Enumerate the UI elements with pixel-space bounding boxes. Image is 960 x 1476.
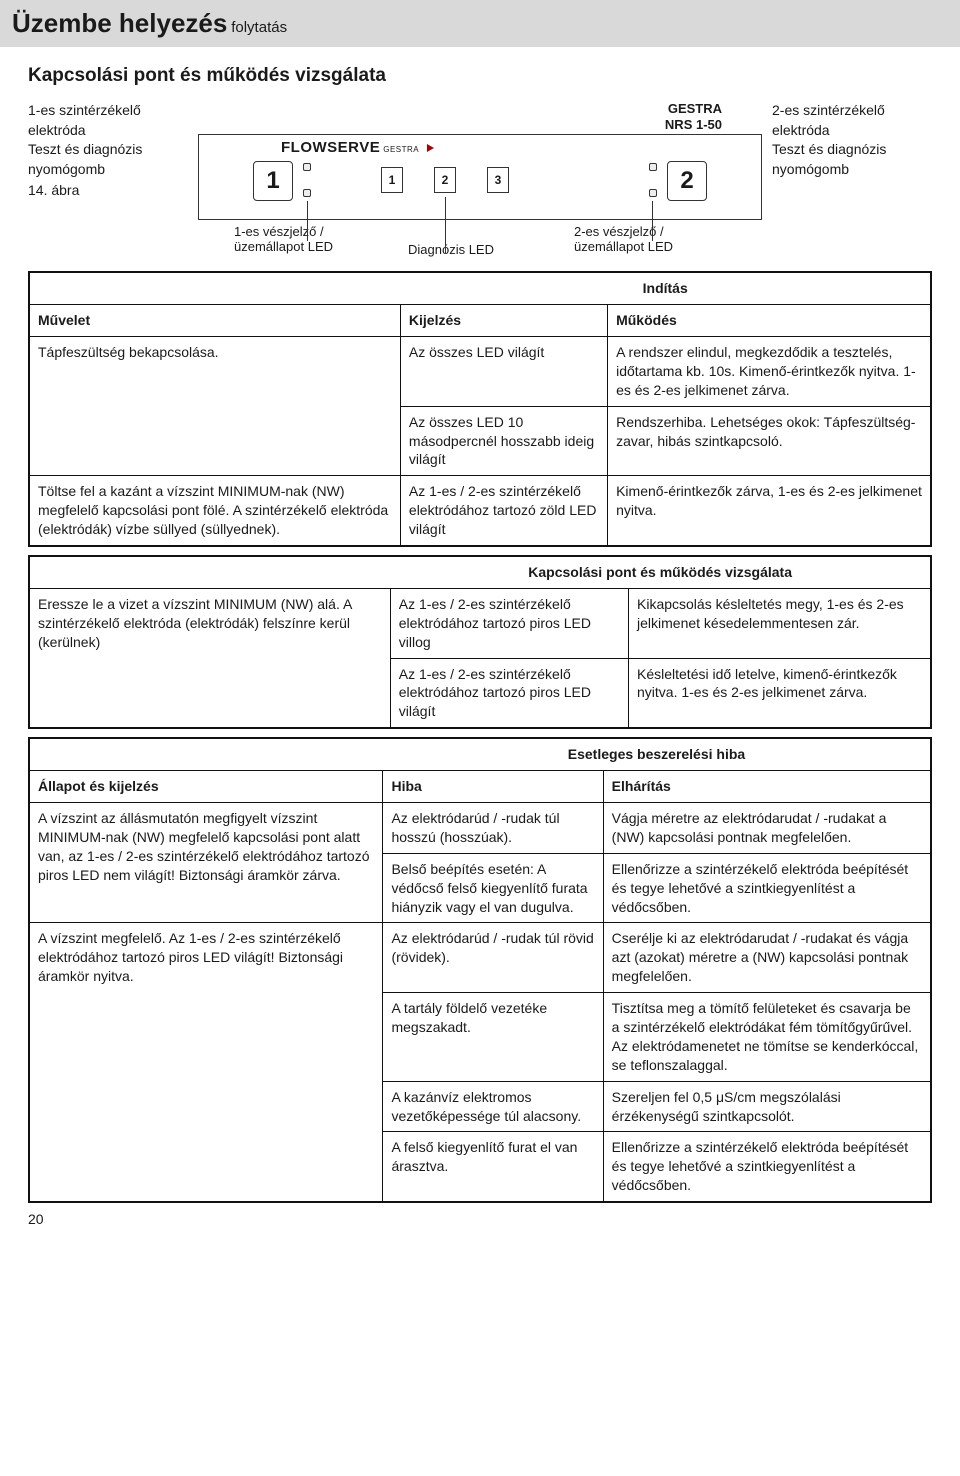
table-cell: A felső kiegyenlítő furat el van árasztv… <box>383 1132 603 1202</box>
page-subtitle: folytatás <box>231 19 287 36</box>
page-header: Üzembe helyezés folytatás <box>0 0 960 47</box>
section-heading: Kapcsolási pont és működés vizsgálata <box>28 65 932 87</box>
right-note-line1: 2-es szintérzékelő elektróda <box>772 101 932 140</box>
gestra-brand: GESTRA <box>668 101 722 116</box>
numbox-3: 3 <box>487 167 509 193</box>
table-cell: A kazánvíz elektromos vezetőképessége tú… <box>383 1081 603 1132</box>
table-cell: Rendszerhiba. Lehetséges okok: Tápfeszül… <box>608 406 931 476</box>
table3-h1: Állapot és kijelzés <box>29 771 383 803</box>
diagram-row: 1-es szintérzékelő elektróda Teszt és di… <box>28 101 932 257</box>
annot-left: 1-es vészjelző / üzemállapot LED <box>234 224 364 257</box>
table-cell: Az összes LED világít <box>400 336 607 406</box>
flowserve-sub: GESTRA <box>383 145 419 154</box>
table-cell: Az összes LED 10 másodpercnél hosszabb i… <box>400 406 607 476</box>
diagram-left-note: 1-es szintérzékelő elektróda Teszt és di… <box>28 101 188 201</box>
table1-h3: Működés <box>608 305 931 337</box>
table-cell: Az 1-es / 2-es szintérzékelő elektródáho… <box>400 476 607 546</box>
gestra-model: NRS 1-50 <box>665 117 722 132</box>
numbox-2: 2 <box>434 167 456 193</box>
table-cell: A tartály földelő vezetéke megszakadt. <box>383 993 603 1082</box>
table1-span: Indítás <box>400 272 931 304</box>
figure-label: 14. ábra <box>28 181 188 201</box>
annot-right: 2-es vészjelző / üzemállapot LED <box>574 224 714 257</box>
leader-line <box>445 197 446 253</box>
numbox-1: 1 <box>381 167 403 193</box>
led-icon <box>649 189 657 197</box>
table1-h2: Kijelzés <box>400 305 607 337</box>
table-cell: Az elektródarúd / -rudak túl hosszú (hos… <box>383 803 603 854</box>
table-cell: Kikapcsolás késleltetés megy, 1-es és 2-… <box>629 588 932 658</box>
table-cell: Kimenő-érintkezők zárva, 1-es és 2-es je… <box>608 476 931 546</box>
led-icon <box>303 163 311 171</box>
table-cell: Töltse fel a kazánt a vízszint MINIMUM-n… <box>29 476 400 546</box>
table-cell: Késleltetési idő letelve, kimenő-érintke… <box>629 658 932 728</box>
table-cell: Az elektródarúd / -rudak túl rövid (rövi… <box>383 923 603 993</box>
table3-span: Esetleges beszerelési hiba <box>383 738 931 770</box>
table-faults: Esetleges beszerelési hiba Állapot és ki… <box>28 737 932 1203</box>
left-note-line1: 1-es szintérzékelő elektróda <box>28 101 188 140</box>
button-2: 2 <box>667 161 707 201</box>
table-cell: Az 1-es / 2-es szintérzékelő elektródáho… <box>390 588 628 658</box>
left-note-line2: Teszt és diagnózis nyomógomb <box>28 140 188 179</box>
table-startup: Indítás Művelet Kijelzés Működés Tápfesz… <box>28 271 932 547</box>
table-check: Kapcsolási pont és működés vizsgálata Er… <box>28 555 932 729</box>
table-cell: Tisztítsa meg a tömítő felületeket és cs… <box>603 993 931 1082</box>
table-cell: Az 1-es / 2-es szintérzékelő elektródáho… <box>390 658 628 728</box>
flowserve-text: FLOWSERVE <box>281 139 380 156</box>
page-number: 20 <box>28 1211 932 1227</box>
button-1: 1 <box>253 161 293 201</box>
diagram-right-note: 2-es szintérzékelő elektróda Teszt és di… <box>772 101 932 179</box>
table-cell: Tápfeszültség bekapcsolása. <box>29 336 400 475</box>
table-cell: A vízszint megfelelő. Az 1-es / 2-es szi… <box>29 923 383 1202</box>
table-cell: Szereljen fel 0,5 μS/cm megszólalási érz… <box>603 1081 931 1132</box>
table-cell: A vízszint az állásmutatón megfigyelt ví… <box>29 803 383 923</box>
table-cell: A rendszer elindul, megkezdődik a teszte… <box>608 336 931 406</box>
leader-line <box>307 201 308 241</box>
table1-h1: Művelet <box>29 305 400 337</box>
table2-span: Kapcsolási pont és működés vizsgálata <box>390 556 931 588</box>
table-cell: Belső beépítés esetén: A védőcső felső k… <box>383 853 603 923</box>
right-note-line2: Teszt és diagnózis nyomógomb <box>772 140 932 179</box>
table-cell: Vágja méretre az elektródarudat / -rudak… <box>603 803 931 854</box>
table-cell: Ellenőrizze a szintérzékelő elektróda be… <box>603 853 931 923</box>
table-cell: Cserélje ki az elektródarudat / -rudakat… <box>603 923 931 993</box>
page-title: Üzembe helyezés <box>12 8 227 38</box>
table-cell: Ellenőrizze a szintérzékelő elektróda be… <box>603 1132 931 1202</box>
table3-h3: Elhárítás <box>603 771 931 803</box>
device-panel-wrap: GESTRA NRS 1-50 FLOWSERVEGESTRA 1 2 1 2 … <box>198 101 762 257</box>
leader-line <box>652 201 653 241</box>
led-icon <box>303 189 311 197</box>
table3-h2: Hiba <box>383 771 603 803</box>
flowserve-logo: FLOWSERVEGESTRA <box>281 139 434 156</box>
led-icon <box>649 163 657 171</box>
gestra-label: GESTRA NRS 1-50 <box>198 101 762 132</box>
device-panel: FLOWSERVEGESTRA 1 2 1 2 3 <box>198 134 762 220</box>
table-cell: Eressze le a vizet a vízszint MINIMUM (N… <box>29 588 390 728</box>
annot-mid: Diagnózis LED <box>408 224 528 257</box>
diagram-annotations: 1-es vészjelző / üzemállapot LED Diagnóz… <box>198 224 762 257</box>
